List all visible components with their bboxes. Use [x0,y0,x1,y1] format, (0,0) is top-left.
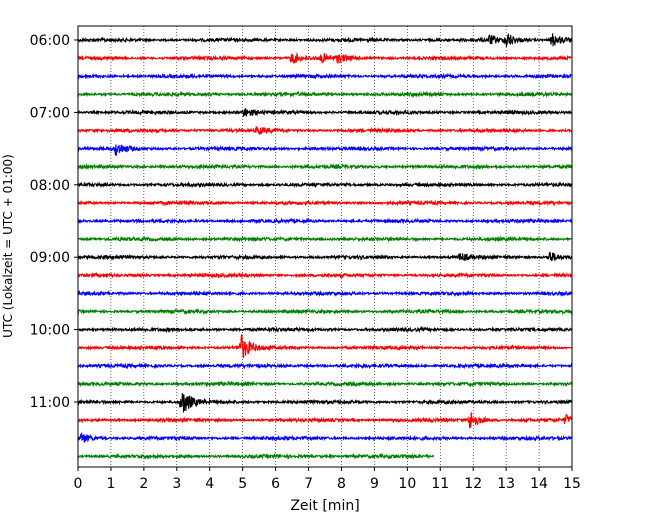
y-axis-ticks: 06:00 07:00 08:00 09:00 10:00 11:00 [30,33,78,411]
seismic-trace [77,181,573,189]
seismic-trace [77,380,573,388]
y-tick-label: 11:00 [30,395,70,411]
seismic-trace [77,334,573,359]
seismic-trace [77,108,573,117]
seismic-trace [77,307,573,316]
x-tick-label: 4 [205,476,214,492]
x-tick-label: 12 [464,476,482,492]
seismic-trace [77,452,435,460]
seismic-trace [77,199,573,207]
x-tick-label: 3 [172,476,181,492]
seismic-trace [77,51,572,64]
seismic-trace [77,412,573,429]
seismic-trace [77,217,573,225]
x-tick-label: 7 [304,476,313,492]
x-tick-label: 1 [106,476,115,492]
x-tick-label: 11 [431,476,449,492]
x-tick-label: 9 [370,476,379,492]
plot-frame [77,25,573,468]
seismic-trace [77,72,572,80]
x-tick-label: 8 [337,476,346,492]
y-tick-label: 08:00 [30,178,70,194]
x-tick-label: 10 [398,476,416,492]
x-tick-label: 0 [74,476,83,492]
seismic-trace [77,144,572,156]
seismic-traces [77,33,573,460]
seismic-trace [77,125,573,136]
y-tick-label: 07:00 [30,105,70,121]
x-tick-label: 5 [238,476,247,492]
x-tick-label: 6 [271,476,280,492]
seismic-trace [77,163,573,171]
y-tick-label: 09:00 [30,250,70,266]
x-tick-label: 14 [530,476,548,492]
seismic-trace [77,432,573,443]
seismic-trace [77,362,573,370]
seismic-trace [77,393,573,413]
x-tick-label: 13 [497,476,515,492]
y-axis-label: UTC (Lokalzeit = UTC + 01:00) [1,154,15,338]
seismic-trace [77,33,573,47]
x-axis-label: Zeit [min] [290,498,359,514]
x-tick-label: 15 [563,476,581,492]
seismic-trace [77,271,573,279]
seismic-trace [77,235,572,243]
y-tick-label: 06:00 [30,33,70,49]
seismic-trace [77,289,573,298]
seismic-trace [77,90,573,98]
y-tick-label: 10:00 [30,323,70,339]
x-axis-ticks: 0 1 2 3 4 5 6 7 8 9 10 11 12 13 14 15 [74,467,581,492]
seismic-trace [77,325,573,334]
x-tick-label: 2 [139,476,148,492]
seismic-trace [77,252,573,262]
